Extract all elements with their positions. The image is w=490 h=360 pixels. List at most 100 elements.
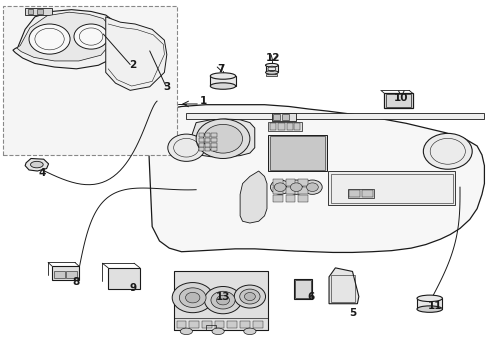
Ellipse shape bbox=[244, 328, 256, 334]
Bar bbox=[205, 147, 210, 151]
Bar bbox=[205, 134, 210, 137]
Text: 9: 9 bbox=[129, 283, 136, 293]
Bar bbox=[348, 190, 360, 197]
Bar bbox=[186, 113, 485, 119]
Text: 3: 3 bbox=[163, 82, 171, 92]
Ellipse shape bbox=[417, 295, 442, 302]
Bar bbox=[294, 123, 300, 130]
Bar bbox=[37, 9, 43, 14]
Polygon shape bbox=[240, 171, 267, 223]
Circle shape bbox=[179, 288, 206, 307]
Polygon shape bbox=[25, 158, 49, 171]
Bar bbox=[189, 320, 199, 328]
Circle shape bbox=[423, 134, 472, 169]
Bar bbox=[286, 195, 295, 202]
Circle shape bbox=[186, 292, 200, 303]
Bar bbox=[282, 114, 289, 120]
Ellipse shape bbox=[266, 63, 278, 67]
Circle shape bbox=[204, 287, 242, 314]
Bar bbox=[202, 320, 212, 328]
Bar bbox=[328, 171, 455, 205]
Bar bbox=[266, 65, 278, 72]
Circle shape bbox=[307, 183, 318, 192]
Bar bbox=[347, 189, 374, 198]
Bar bbox=[384, 93, 413, 108]
Circle shape bbox=[291, 183, 302, 192]
Polygon shape bbox=[189, 119, 255, 157]
Bar bbox=[54, 271, 65, 278]
Bar bbox=[294, 279, 313, 299]
Bar bbox=[211, 134, 217, 137]
Text: 6: 6 bbox=[307, 292, 315, 302]
Bar bbox=[272, 113, 296, 121]
Ellipse shape bbox=[210, 83, 236, 89]
Circle shape bbox=[168, 134, 205, 161]
Bar bbox=[211, 143, 217, 147]
Ellipse shape bbox=[266, 71, 278, 74]
Bar bbox=[3, 6, 176, 155]
Text: 11: 11 bbox=[427, 301, 442, 311]
Bar bbox=[270, 123, 276, 130]
Bar bbox=[273, 187, 283, 194]
Bar bbox=[52, 266, 79, 280]
Bar bbox=[227, 320, 237, 328]
Bar bbox=[176, 320, 186, 328]
Bar bbox=[240, 320, 250, 328]
Bar bbox=[211, 147, 217, 151]
Bar bbox=[269, 135, 327, 171]
Circle shape bbox=[287, 180, 306, 194]
Text: 2: 2 bbox=[129, 60, 136, 70]
Bar bbox=[205, 143, 210, 147]
Bar bbox=[273, 114, 280, 120]
Bar bbox=[286, 187, 295, 194]
Ellipse shape bbox=[30, 161, 43, 168]
Bar bbox=[269, 122, 302, 131]
Bar bbox=[273, 179, 283, 186]
Circle shape bbox=[240, 289, 260, 304]
Polygon shape bbox=[106, 17, 167, 90]
Text: 10: 10 bbox=[394, 93, 409, 103]
Bar bbox=[298, 179, 308, 186]
Polygon shape bbox=[17, 12, 111, 61]
Bar bbox=[331, 275, 355, 302]
Bar bbox=[273, 195, 283, 202]
Ellipse shape bbox=[212, 328, 224, 334]
Bar bbox=[198, 134, 204, 137]
Bar bbox=[287, 123, 293, 130]
Circle shape bbox=[211, 291, 235, 309]
Bar bbox=[278, 123, 285, 130]
Bar bbox=[25, 8, 52, 15]
Text: 8: 8 bbox=[73, 277, 80, 287]
Text: 1: 1 bbox=[200, 96, 207, 106]
Text: 7: 7 bbox=[217, 64, 224, 74]
Bar bbox=[211, 138, 217, 142]
Circle shape bbox=[217, 295, 229, 305]
Bar bbox=[108, 268, 140, 289]
Text: 13: 13 bbox=[216, 292, 230, 302]
Bar bbox=[267, 74, 277, 76]
Bar bbox=[253, 320, 263, 328]
Circle shape bbox=[74, 24, 108, 49]
Bar bbox=[295, 280, 311, 298]
Bar bbox=[174, 271, 269, 330]
Bar bbox=[298, 195, 308, 202]
Bar bbox=[215, 320, 224, 328]
Bar bbox=[210, 76, 236, 86]
Circle shape bbox=[245, 293, 255, 301]
Ellipse shape bbox=[180, 328, 193, 334]
Bar bbox=[198, 147, 204, 151]
Circle shape bbox=[303, 180, 322, 194]
Polygon shape bbox=[13, 10, 121, 69]
Ellipse shape bbox=[417, 306, 442, 312]
Bar bbox=[331, 174, 453, 203]
Text: 12: 12 bbox=[266, 53, 281, 63]
Text: 4: 4 bbox=[39, 168, 46, 178]
Circle shape bbox=[196, 119, 250, 158]
Circle shape bbox=[172, 283, 213, 313]
Bar bbox=[286, 179, 295, 186]
Ellipse shape bbox=[210, 73, 236, 79]
Bar bbox=[362, 190, 373, 197]
Bar bbox=[417, 298, 442, 309]
Circle shape bbox=[234, 285, 266, 308]
Circle shape bbox=[274, 183, 286, 192]
